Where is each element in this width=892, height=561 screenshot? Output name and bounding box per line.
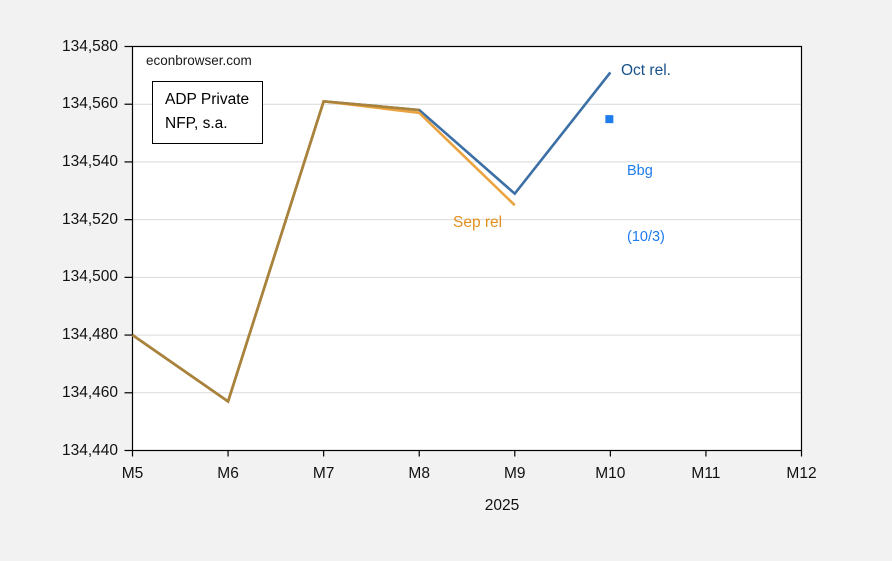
x-axis-title: 2025 xyxy=(484,497,520,514)
chart-title-box: ADP Private NFP, s.a. xyxy=(152,81,264,144)
x-tick-label: M11 xyxy=(691,465,721,482)
bbg-marker xyxy=(605,115,614,124)
plot-frame xyxy=(131,45,803,452)
y-tick-label: 134,520 xyxy=(61,210,118,228)
x-tick-label: M9 xyxy=(504,465,526,482)
y-tick-label: 134,460 xyxy=(61,383,118,401)
x-tick-label: M6 xyxy=(217,465,239,482)
chart-title-line2: NFP, s.a. xyxy=(165,115,228,132)
x-tick-label: M12 xyxy=(786,465,817,482)
oct-release-label: Oct rel. xyxy=(621,62,671,79)
chart-title-line1: ADP Private xyxy=(165,91,250,108)
x-tick-label: M7 xyxy=(312,465,335,482)
bbg-label-line2: (10/3) xyxy=(627,229,665,245)
y-tick-label: 134,480 xyxy=(61,326,118,344)
x-tick-label: M5 xyxy=(121,465,144,482)
overlap-line xyxy=(131,99,420,404)
y-tick-label: 134,580 xyxy=(61,37,118,55)
bbg-label-line1: Bbg xyxy=(627,163,653,179)
watermark-text: econbrowser.com xyxy=(146,53,252,68)
x-tick-label: M8 xyxy=(408,465,430,482)
y-tick-label: 134,540 xyxy=(61,152,118,170)
x-tick-label: M10 xyxy=(595,465,626,482)
y-tick-label: 134,440 xyxy=(61,441,118,459)
sep-release-label: Sep rel xyxy=(453,214,503,231)
y-tick-label: 134,560 xyxy=(61,95,118,113)
bbg-consensus-label: Bbg (10/3) xyxy=(627,116,665,292)
y-tick-label: 134,500 xyxy=(61,268,118,286)
